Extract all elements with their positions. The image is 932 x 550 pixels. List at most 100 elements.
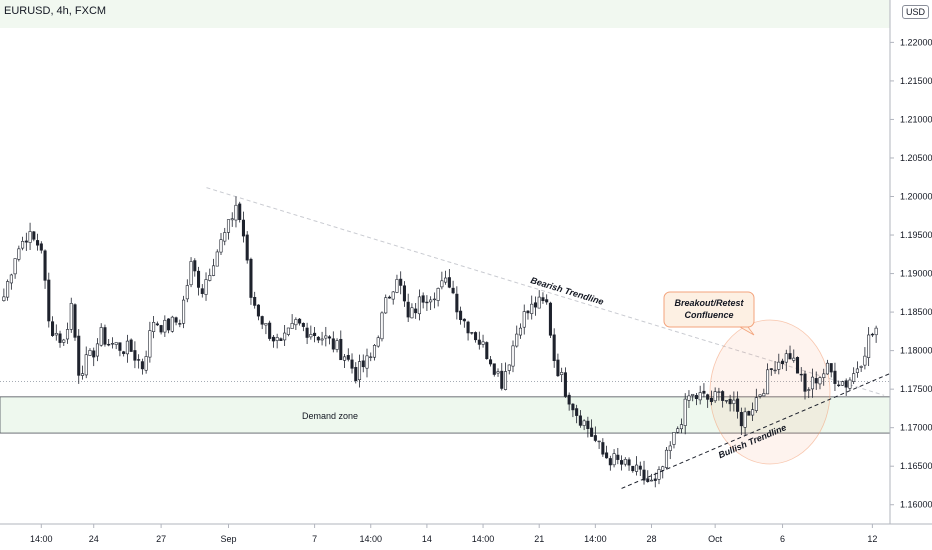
candle[interactable] <box>631 465 635 473</box>
candle[interactable] <box>294 317 298 331</box>
candle[interactable] <box>503 362 508 391</box>
candle[interactable] <box>545 294 549 305</box>
candle[interactable] <box>646 470 650 483</box>
candle[interactable] <box>365 348 369 378</box>
candle[interactable] <box>279 337 283 341</box>
candle[interactable] <box>313 327 317 343</box>
candle[interactable] <box>421 292 425 309</box>
candle[interactable] <box>810 368 815 398</box>
candle[interactable] <box>238 201 242 223</box>
candle[interactable] <box>526 310 530 320</box>
candle[interactable] <box>840 380 844 386</box>
candle[interactable] <box>792 349 796 363</box>
candle[interactable] <box>32 230 36 242</box>
candle[interactable] <box>492 363 496 377</box>
candle[interactable] <box>133 341 137 369</box>
candle[interactable] <box>825 359 829 375</box>
candle[interactable] <box>324 326 328 347</box>
candle[interactable] <box>635 456 639 476</box>
candle[interactable] <box>608 455 612 471</box>
time-axis[interactable]: 14:00 24 27 Sep 7 14:00 14 14:00 21 14:00 28 Oct 6 12 <box>30 524 877 544</box>
candle[interactable] <box>36 233 40 251</box>
candle[interactable] <box>732 391 736 412</box>
candle[interactable] <box>107 338 111 347</box>
candle[interactable] <box>204 272 208 301</box>
candle[interactable] <box>784 349 788 371</box>
candle[interactable] <box>754 388 758 413</box>
candle[interactable] <box>84 346 88 379</box>
candle[interactable] <box>328 335 332 345</box>
candle[interactable] <box>518 323 523 339</box>
candle[interactable] <box>103 324 107 347</box>
candle[interactable] <box>560 367 564 383</box>
candle[interactable] <box>739 407 743 435</box>
candle[interactable] <box>455 286 459 320</box>
candle[interactable] <box>605 445 609 459</box>
candle[interactable] <box>62 338 66 346</box>
candle[interactable] <box>346 348 350 362</box>
candle[interactable] <box>125 334 129 363</box>
candle[interactable] <box>736 391 740 419</box>
candle[interactable] <box>402 281 406 307</box>
candle[interactable] <box>818 376 822 390</box>
candle[interactable] <box>777 353 781 375</box>
candle[interactable] <box>152 316 156 339</box>
candle[interactable] <box>417 289 421 321</box>
candle[interactable] <box>481 334 485 348</box>
candle[interactable] <box>286 327 290 337</box>
candle[interactable] <box>182 295 186 329</box>
candle[interactable] <box>77 329 81 384</box>
currency-badge[interactable]: USD <box>902 5 930 19</box>
candle[interactable] <box>301 322 305 332</box>
candle[interactable] <box>249 257 253 305</box>
candle[interactable] <box>200 284 204 298</box>
candle[interactable] <box>21 236 25 251</box>
candle[interactable] <box>185 279 189 303</box>
candle[interactable] <box>496 368 500 377</box>
candle[interactable] <box>601 438 605 457</box>
candle[interactable] <box>541 292 545 304</box>
candle[interactable] <box>65 322 70 344</box>
candle[interactable] <box>485 341 489 360</box>
candle[interactable] <box>335 338 339 353</box>
candle[interactable] <box>672 432 676 449</box>
candle[interactable] <box>305 322 309 345</box>
candle[interactable] <box>155 321 159 327</box>
candle[interactable] <box>268 320 272 341</box>
candle[interactable] <box>687 390 691 409</box>
candle[interactable] <box>855 361 859 378</box>
candle[interactable] <box>339 330 343 361</box>
candle[interactable] <box>343 353 347 368</box>
candle[interactable] <box>548 301 552 339</box>
candle[interactable] <box>747 410 751 416</box>
candle[interactable] <box>668 441 672 460</box>
candle[interactable] <box>459 306 463 325</box>
candle[interactable] <box>6 279 10 301</box>
candle[interactable] <box>691 393 695 402</box>
candle[interactable] <box>51 316 55 337</box>
candle[interactable] <box>781 358 785 370</box>
candle[interactable] <box>470 332 474 335</box>
candle[interactable] <box>440 271 444 290</box>
candle[interactable] <box>627 457 631 471</box>
candle[interactable] <box>571 403 575 418</box>
candle[interactable] <box>530 295 534 320</box>
candle[interactable] <box>395 274 399 294</box>
candle[interactable] <box>47 272 51 328</box>
candle[interactable] <box>844 378 848 396</box>
candle[interactable] <box>702 383 706 398</box>
candle[interactable] <box>28 222 32 250</box>
candle[interactable] <box>432 292 436 309</box>
candle[interactable] <box>99 323 103 347</box>
candle[interactable] <box>462 318 466 328</box>
candle[interactable] <box>466 320 470 341</box>
candle[interactable] <box>129 338 133 352</box>
candle[interactable] <box>174 316 178 326</box>
candle[interactable] <box>271 334 275 348</box>
candle[interactable] <box>447 269 451 289</box>
candle[interactable] <box>474 331 478 343</box>
candle[interactable] <box>58 330 62 348</box>
candle[interactable] <box>616 447 620 465</box>
candle[interactable] <box>612 449 616 468</box>
candle[interactable] <box>88 348 92 356</box>
